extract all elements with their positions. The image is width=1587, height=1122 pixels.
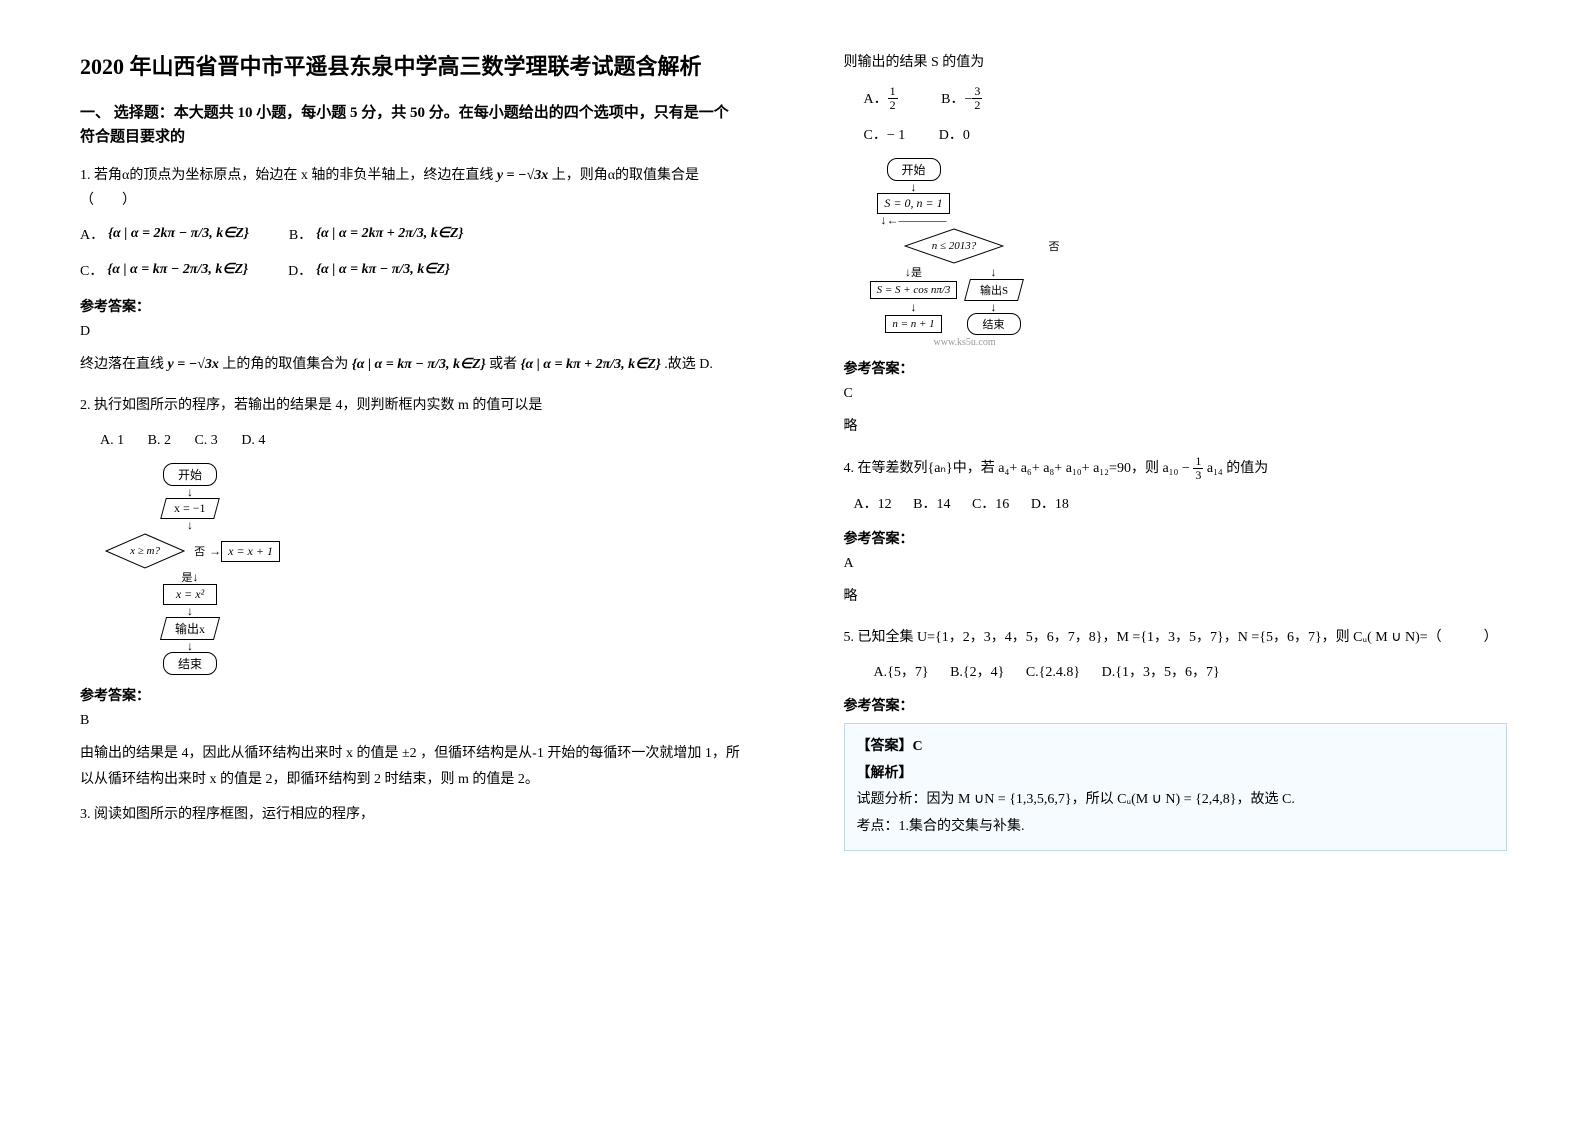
- q3-opt-b: B． − 32: [941, 85, 982, 112]
- fc2-out: 输出S: [964, 279, 1024, 301]
- q2-opt-a: A. 1: [100, 433, 124, 448]
- q4-opt-a: A．12: [854, 497, 892, 512]
- fc1-cond-text: x ≥ m?: [105, 533, 185, 569]
- q5-opt-c: C.{2.4.8}: [1026, 665, 1080, 680]
- q4-ans-label: 参考答案：: [844, 528, 1508, 548]
- fc2-watermark: www.ks5u.com: [934, 337, 1064, 348]
- fc2-init: S = 0, n = 1: [877, 193, 949, 214]
- q1-exp-pre: 终边落在直线: [80, 357, 164, 372]
- q4-opt-c: C．16: [972, 497, 1009, 512]
- fc2-start: 开始: [887, 158, 941, 181]
- q1-opt-a-math: {α | α = 2kπ − π/3, k∈Z}: [108, 225, 249, 242]
- page-title: 2020 年山西省晋中市平遥县东泉中学高三数学理联考试题含解析: [80, 50, 744, 83]
- q4-opts: A．12 B．14 C．16 D．18: [844, 492, 1508, 517]
- fc1-yes: 是: [182, 572, 193, 584]
- q2-stem: 2. 执行如图所示的程序，若输出的结果是 4，则判断框内实数 m 的值可以是: [80, 393, 744, 418]
- q4-stem-post: a₁₄ 的值为: [1207, 461, 1268, 476]
- q2-opts: A. 1 B. 2 C. 3 D. 4: [80, 428, 744, 453]
- fc1-side: x = x + 1: [221, 541, 280, 562]
- q1-exp-eq: y = −√3x: [168, 352, 219, 377]
- fc2-body: S = S + cos nπ/3: [870, 281, 958, 299]
- q5-opt-d: D.{1，3，5，6，7}: [1102, 665, 1220, 680]
- q4-stem: 4. 在等差数列{aₙ}中，若 a₄+ a₆+ a₈+ a₁₀+ a₁₂=90，…: [844, 455, 1508, 482]
- fc1-s2: x = x²: [163, 584, 217, 605]
- q5-opt-a: A.{5，7}: [874, 665, 929, 680]
- q2-flowchart: 开始 ↓ x = −1 ↓ x ≥ m? 否 → x = x + 1 是↓ x …: [100, 463, 280, 675]
- q1-opt-b: B．{α | α = 2kπ + 2π/3, k∈Z}: [289, 224, 464, 244]
- q1-exp-mid2: 上的角的取值集合为: [222, 357, 348, 372]
- fc2-no: 否: [1049, 238, 1060, 254]
- q5-box-line: 试题分析：因为 M ∪N = {1,3,5,6,7}，所以 Cᵤ(M ∪ N) …: [857, 787, 1495, 814]
- q1-exp-set2: {α | α = kπ + 2π/3, k∈Z}: [521, 352, 661, 377]
- q1-opt-c: C．{α | α = kπ − 2π/3, k∈Z}: [80, 260, 248, 280]
- q1-exp-post: .故选 D.: [664, 357, 713, 372]
- q2-opt-c: C. 3: [194, 433, 217, 448]
- q1-ans: D: [80, 324, 744, 340]
- q3-opt-c: C．− 1: [864, 128, 906, 143]
- q1-ans-label: 参考答案：: [80, 296, 744, 316]
- fc2-cond-text: n ≤ 2013?: [904, 228, 1004, 264]
- fc1-end: 结束: [163, 652, 217, 675]
- q4-ans: A: [844, 556, 1508, 572]
- q1-line-eq: y = −√3x: [497, 163, 548, 188]
- q3-stem-right: 则输出的结果 S 的值为: [844, 50, 1508, 75]
- q4-stem-pre: 4. 在等差数列{aₙ}中，若 a₄+ a₆+ a₈+ a₁₀+ a₁₂=90，…: [844, 461, 1194, 476]
- q1-opt-d: D．{α | α = kπ − π/3, k∈Z}: [288, 260, 450, 280]
- q5-box-kaodian: 考点：1.集合的交集与补集.: [857, 814, 1495, 841]
- section-1-head: 一、 选择题：本大题共 10 小题，每小题 5 分，共 50 分。在每小题给出的…: [80, 101, 744, 149]
- q5-opts: A.{5，7} B.{2，4} C.{2.4.8} D.{1，3，5，6，7}: [844, 660, 1508, 685]
- q4-opt-b: B．14: [913, 497, 950, 512]
- q3-opt-a: A． 12: [864, 85, 898, 112]
- fc1-s1: x = −1: [160, 498, 220, 519]
- q5-box-ans: 【答案】C: [857, 739, 923, 754]
- q1-exp-set1: {α | α = kπ − π/3, k∈Z}: [352, 352, 486, 377]
- q2-opt-b: B. 2: [148, 433, 171, 448]
- q3-flowchart: 开始 ↓ S = 0, n = 1 ↓←———— n ≤ 2013? 否 ↓是 …: [864, 158, 1064, 348]
- q3-ans2: 略: [844, 414, 1508, 439]
- q3-ans-label: 参考答案：: [844, 358, 1508, 378]
- q3-opts-row1: A． 12 B． − 32: [844, 85, 1508, 112]
- fc1-out: 输出x: [160, 617, 220, 640]
- q2-opt-d: D. 4: [241, 433, 265, 448]
- fc1-cond: x ≥ m?: [105, 533, 185, 569]
- q2-ans-label: 参考答案：: [80, 685, 744, 705]
- q4-opt-d: D．18: [1031, 497, 1069, 512]
- q5-box-jiexi: 【解析】: [857, 766, 913, 781]
- q5-stem: 5. 已知全集 U={1，2，3，4，5，6，7，8}，M ={1，3，5，7}…: [844, 625, 1508, 650]
- q1-opt-d-math: {α | α = kπ − π/3, k∈Z}: [316, 261, 450, 278]
- fc2-yes: 是: [911, 267, 922, 279]
- q5-opt-b: B.{2，4}: [950, 665, 1004, 680]
- fc1-start: 开始: [163, 463, 217, 486]
- q5-answer-box: 【答案】C 【解析】 试题分析：因为 M ∪N = {1,3,5,6,7}，所以…: [844, 723, 1508, 851]
- q1-stem: 1. 若角α的顶点为坐标原点，始边在 x 轴的非负半轴上，终边在直线 y = −…: [80, 163, 744, 214]
- q3-ans: C: [844, 386, 1508, 402]
- q1-exp-or: 或者: [489, 357, 517, 372]
- fc2-end: 结束: [967, 313, 1021, 335]
- q4-ans2: 略: [844, 584, 1508, 609]
- q2-explain: 由输出的结果是 4，因此从循环结构出来时 x 的值是 ±2 ，但循环结构是从-1…: [80, 741, 744, 791]
- q2-ans: B: [80, 713, 744, 729]
- q1-stem-pre: 1. 若角α的顶点为坐标原点，始边在 x 轴的非负半轴上，终边在直线: [80, 168, 493, 183]
- q5-ans-label: 参考答案：: [844, 695, 1508, 715]
- fc2-inc: n = n + 1: [885, 315, 941, 333]
- q1-explain: 终边落在直线 y = −√3x 上的角的取值集合为 {α | α = kπ − …: [80, 352, 744, 377]
- q3-stem-left: 3. 阅读如图所示的程序框图，运行相应的程序，: [80, 802, 744, 827]
- fc1-no: 否: [194, 543, 205, 559]
- fc2-cond: n ≤ 2013?: [904, 228, 1004, 264]
- q3-opts-row2: C．− 1 D．0: [844, 123, 1508, 148]
- q1-opt-b-math: {α | α = 2kπ + 2π/3, k∈Z}: [316, 225, 463, 242]
- q2-stem-text: 2. 执行如图所示的程序，若输出的结果是 4，则判断框内实数 m 的值可以是: [80, 398, 542, 413]
- q1-opt-a: A．{α | α = 2kπ − π/3, k∈Z}: [80, 224, 249, 244]
- q1-opt-c-math: {α | α = kπ − 2π/3, k∈Z}: [107, 261, 248, 278]
- q3-opt-d: D．0: [939, 128, 970, 143]
